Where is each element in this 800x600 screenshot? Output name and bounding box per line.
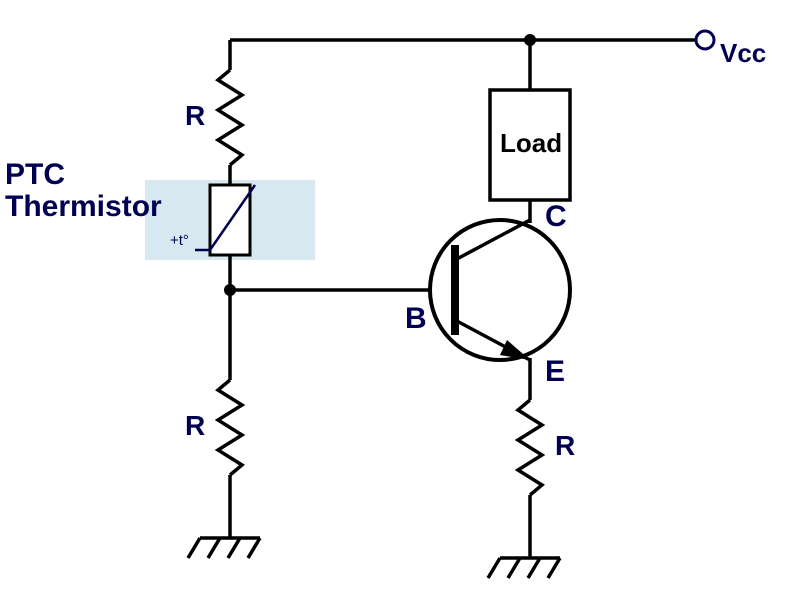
label-base: B bbox=[405, 302, 427, 336]
label-collector: C bbox=[545, 200, 567, 234]
label-vcc: Vcc bbox=[720, 38, 766, 69]
vcc-terminal bbox=[696, 31, 714, 49]
resistor-r2 bbox=[218, 380, 242, 475]
resistor-r1 bbox=[218, 70, 242, 165]
ground-right bbox=[488, 558, 560, 578]
label-r-bottom-left: R bbox=[185, 410, 205, 442]
circuit-diagram bbox=[0, 0, 800, 600]
label-ptc1: PTC bbox=[5, 158, 65, 192]
resistor-r3 bbox=[518, 400, 542, 495]
label-emitter: E bbox=[545, 355, 565, 389]
ground-left bbox=[188, 538, 260, 558]
label-ptc-temp: +t° bbox=[170, 232, 189, 249]
label-load: Load bbox=[500, 128, 562, 159]
label-ptc2: Thermistor bbox=[5, 190, 162, 224]
label-r-bottom-right: R bbox=[555, 430, 575, 462]
label-r-top: R bbox=[185, 100, 205, 132]
